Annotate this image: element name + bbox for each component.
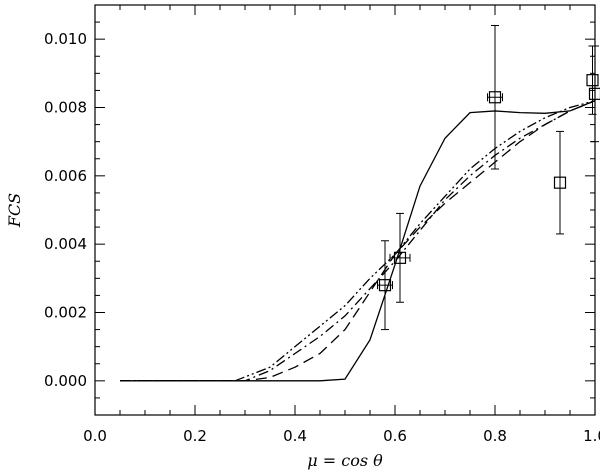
y-tick-label: 0.004 <box>44 235 87 253</box>
plot-frame <box>94 4 596 416</box>
series-line-solid <box>120 100 596 382</box>
x-tick-label: 0.4 <box>283 427 307 445</box>
square-marker <box>553 176 567 189</box>
square-marker <box>393 251 407 264</box>
x-axis-label: μ = cos θ <box>307 451 383 470</box>
data-point <box>586 45 599 115</box>
y-tick-label: 0.002 <box>44 304 87 322</box>
y-tick-label: 0.006 <box>44 167 87 185</box>
x-tick-label: 0.8 <box>483 427 507 445</box>
square-marker <box>586 74 599 87</box>
square-marker <box>588 87 600 100</box>
x-tick-label: 0.2 <box>183 427 207 445</box>
y-axis-ticks: 0.000 0.002 0.004 0.006 0.008 0.010 <box>44 4 595 416</box>
series-line-dashed <box>120 100 596 382</box>
y-axis-label: FCS <box>5 193 24 228</box>
square-marker <box>378 279 392 292</box>
series-line-dash-dot <box>120 100 596 382</box>
data-point <box>389 212 411 303</box>
y-tick-label: 0.000 <box>44 372 87 390</box>
series-line-dash-dot-dot <box>120 100 596 382</box>
square-marker <box>488 91 502 104</box>
x-tick-label: 0.6 <box>383 427 407 445</box>
data-point <box>553 130 567 235</box>
x-axis-ticks: 0.0 0.2 0.4 0.6 0.8 1.0 <box>83 5 600 445</box>
y-tick-label: 0.008 <box>44 99 87 117</box>
data-point <box>487 25 503 170</box>
data-point <box>588 45 600 143</box>
x-tick-label: 1.0 <box>583 427 600 445</box>
series-layer <box>120 100 596 382</box>
x-tick-label: 0.0 <box>83 427 107 445</box>
y-tick-label: 0.010 <box>44 30 87 48</box>
data-point <box>377 240 393 331</box>
data-points <box>377 25 600 331</box>
